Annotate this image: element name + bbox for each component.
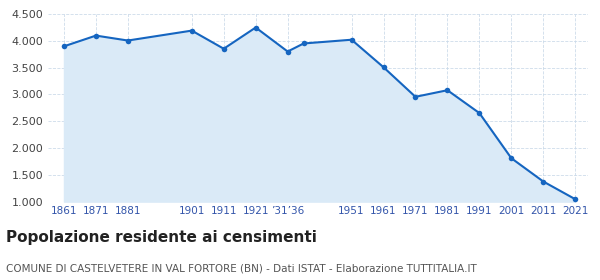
Point xyxy=(187,28,197,33)
Point xyxy=(443,88,452,92)
Point xyxy=(251,25,260,30)
Point xyxy=(123,38,133,43)
Point xyxy=(379,65,388,69)
Point xyxy=(91,33,101,38)
Point xyxy=(347,38,356,42)
Text: Popolazione residente ai censimenti: Popolazione residente ai censimenti xyxy=(6,230,317,245)
Point xyxy=(571,197,580,201)
Point xyxy=(410,95,420,99)
Point xyxy=(283,49,292,54)
Point xyxy=(299,41,308,46)
Point xyxy=(219,46,229,51)
Point xyxy=(59,44,69,48)
Point xyxy=(506,156,516,160)
Point xyxy=(538,179,548,184)
Point xyxy=(475,111,484,115)
Text: COMUNE DI CASTELVETERE IN VAL FORTORE (BN) - Dati ISTAT - Elaborazione TUTTITALI: COMUNE DI CASTELVETERE IN VAL FORTORE (B… xyxy=(6,263,477,273)
